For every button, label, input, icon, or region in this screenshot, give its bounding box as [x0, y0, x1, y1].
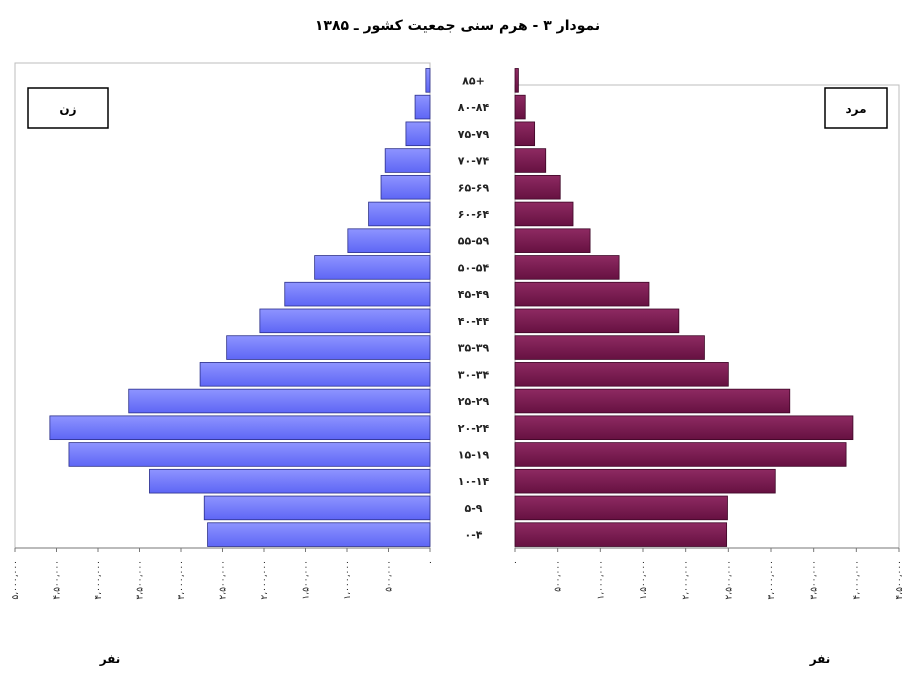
age-group-label: ۶۰-۶۴ [458, 208, 490, 221]
female-bar [384, 148, 431, 173]
male-bar [514, 255, 620, 280]
male-x-axis-label: نفر [809, 652, 831, 666]
male-bar [514, 442, 847, 467]
age-group-label: ۵۵-۵۹ [458, 235, 490, 248]
female-bar [368, 201, 431, 227]
male-legend-label: مرد [845, 102, 866, 116]
age-group-label: ۳۰-۳۴ [458, 368, 490, 381]
male-bar [514, 522, 728, 547]
female-bar [259, 308, 431, 334]
male-bar [514, 281, 650, 307]
female-tick-label: ۴،۰۰۰،۰۰۰ [94, 560, 104, 600]
male-tick-label: ۵۰۰،۰۰۰ [554, 560, 564, 592]
male-bar [514, 362, 729, 387]
male-x-axis: ۰ ۵۰۰،۰۰۰ ۱،۰۰۰،۰۰۰ ۱،۵۰۰،۰۰۰ ۲،۰۰۰،۰۰۰ ۲،۵۰۰… [511, 547, 905, 600]
female-tick-label: ۲،۵۰۰،۰۰۰ [219, 560, 229, 600]
female-tick-label: ۲،۰۰۰،۰۰۰ [260, 560, 270, 600]
male-bar [514, 94, 526, 120]
male-tick-label: ۲،۵۰۰،۰۰۰ [724, 560, 734, 600]
female-bar [68, 442, 431, 467]
male-bar [514, 121, 536, 147]
chart-title: نمودار ۳ - هرم سنی جمعیت کشور ـ ۱۳۸۵ [314, 18, 601, 34]
age-group-label: ۸۰-۸۴ [458, 101, 490, 114]
age-group-label: ۷۰-۷۴ [458, 155, 490, 168]
female-tick-label: ۴،۵۰۰،۰۰۰ [53, 560, 63, 600]
female-bar [203, 495, 431, 521]
male-bar [514, 495, 728, 521]
age-group-label: ۵-۹ [465, 502, 483, 515]
male-bars [514, 68, 854, 547]
male-bar [514, 174, 561, 200]
male-bar [514, 468, 776, 494]
female-tick-label: ۱،۵۰۰،۰۰۰ [302, 560, 312, 600]
age-group-label: ۱۵-۱۹ [458, 448, 490, 461]
female-bar [314, 255, 431, 280]
female-tick-label: ۱،۰۰۰،۰۰۰ [343, 560, 353, 600]
age-labels: ۸۵+ ۸۰-۸۴ ۷۵-۷۹ ۷۰-۷۴ ۶۵-۶۹ ۶۰-۶۴ ۵۵-۵۹ ۵۰-۵۴ ۴۵… [458, 74, 490, 541]
female-x-axis-label: نفر [99, 652, 121, 666]
female-bar [405, 121, 431, 147]
female-legend-label: زن [59, 102, 76, 116]
female-tick-label: ۰ [426, 560, 436, 565]
male-bar [514, 228, 591, 253]
male-tick-label: ۱،۰۰۰،۰۰۰ [596, 560, 606, 600]
male-tick-label: ۱،۵۰۰،۰۰۰ [639, 560, 649, 600]
age-group-label: ۲۵-۲۹ [458, 395, 490, 408]
female-tick-label: ۵،۰۰۰،۰۰۰ [11, 560, 21, 600]
female-bar [425, 68, 431, 93]
female-bar [380, 174, 431, 200]
female-bar [199, 362, 431, 387]
female-tick-label: ۳،۵۰۰،۰۰۰ [136, 560, 146, 600]
age-group-label: ۸۵+ [462, 74, 485, 87]
female-x-axis: ۰ ۵۰۰،۰۰۰ ۱،۰۰۰،۰۰۰ ۱،۵۰۰،۰۰۰ ۲،۰۰۰،۰۰۰ ۲،۵۰۰… [11, 547, 436, 600]
female-tick-label: ۳،۰۰۰،۰۰۰ [177, 560, 187, 600]
male-tick-label: ۲،۰۰۰،۰۰۰ [682, 560, 692, 600]
male-bar [514, 68, 519, 93]
male-tick-label: ۳،۵۰۰،۰۰۰ [810, 560, 820, 600]
male-tick-label: ۴،۵۰۰،۰۰۰ [895, 560, 905, 600]
male-bar [514, 388, 791, 414]
female-bars [49, 68, 431, 547]
male-legend: مرد [824, 87, 888, 129]
female-tick-label: ۵۰۰،۰۰۰ [385, 560, 395, 592]
age-group-label: ۵۰-۵۴ [458, 261, 490, 274]
male-tick-label: ۰ [511, 560, 521, 565]
age-group-label: ۳۵-۳۹ [458, 342, 490, 355]
male-bar [514, 308, 680, 334]
age-group-label: ۶۵-۶۹ [458, 181, 490, 194]
female-bar [128, 388, 431, 414]
age-group-label: ۷۵-۷۹ [458, 128, 490, 141]
female-bar [226, 335, 431, 360]
female-bar [207, 522, 431, 547]
female-bar [347, 228, 431, 253]
age-group-label: ۴۰-۴۴ [458, 315, 490, 328]
male-tick-label: ۴،۰۰۰،۰۰۰ [852, 560, 862, 600]
male-tick-label: ۳،۰۰۰،۰۰۰ [767, 560, 777, 600]
male-bar [514, 335, 705, 360]
female-bar [284, 281, 431, 307]
age-group-label: ۰-۴ [465, 529, 483, 542]
age-group-label: ۲۰-۲۴ [458, 422, 490, 435]
age-group-label: ۴۵-۴۹ [458, 288, 490, 301]
age-group-label: ۱۰-۱۴ [458, 475, 490, 488]
male-bar [514, 148, 547, 173]
female-bar [414, 94, 431, 120]
female-bar [49, 415, 431, 441]
male-bar [514, 415, 854, 441]
female-bar [149, 468, 431, 494]
male-bar [514, 201, 574, 227]
female-legend: زن [27, 87, 109, 129]
